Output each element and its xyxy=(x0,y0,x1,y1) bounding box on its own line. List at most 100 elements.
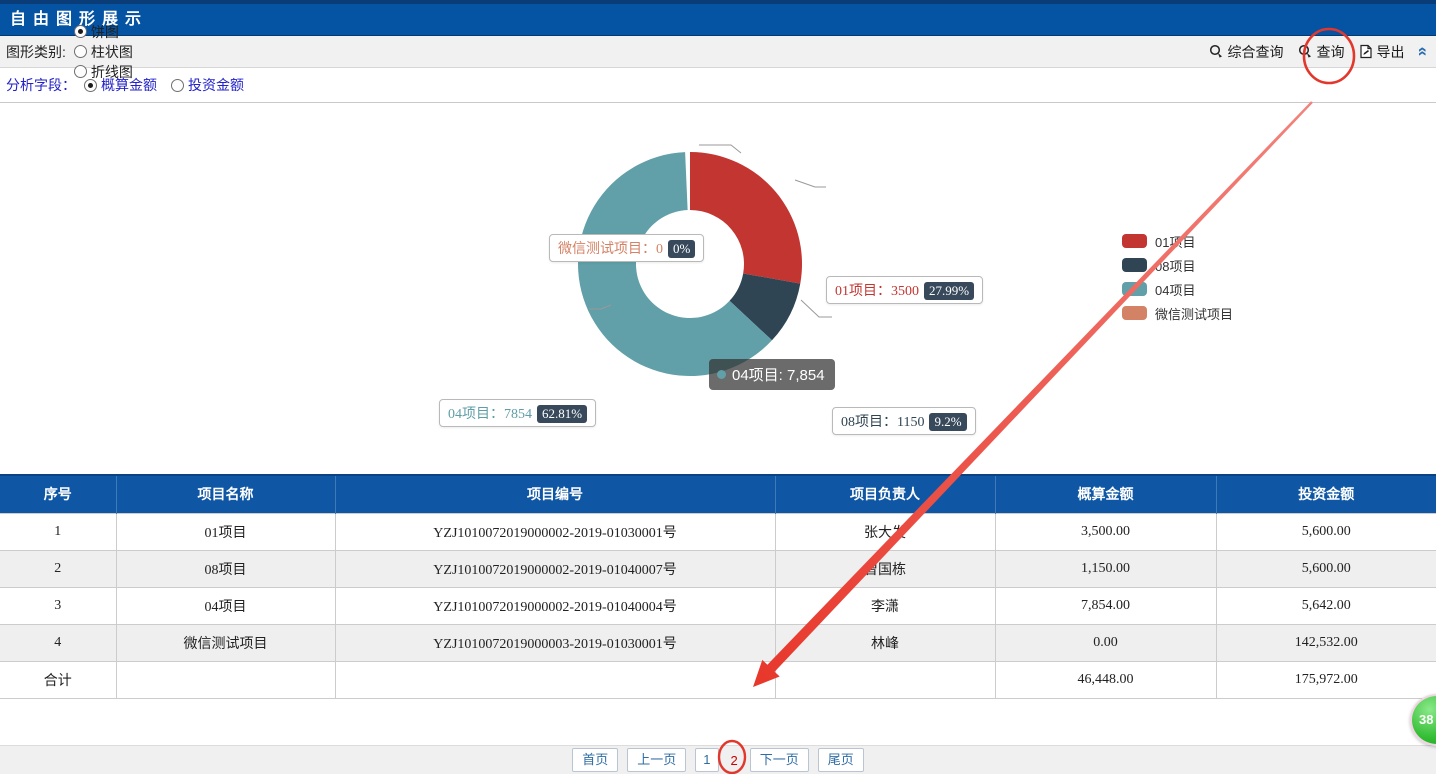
pie-label-wechat[interactable]: 微信测试项目：0 0% xyxy=(549,234,705,262)
project-table: 序号 项目名称 项目编号 项目负责人 概算金额 投资金额 1 01项目 YZJ10100720… xyxy=(0,474,1436,699)
pie-label-wechat-text: 微信测试项目：0 xyxy=(558,242,663,257)
table-column-header: 投资金额 xyxy=(1216,474,1436,513)
toolbar-analysis-field: 分析字段： 概算金额 投资金额 xyxy=(0,68,1436,103)
chart-type-radio-label: 饼图 xyxy=(90,23,119,40)
table-total-row: 合计 46,448.00 175,972.00 xyxy=(0,660,1436,699)
pagination-current-page[interactable]: 2 xyxy=(730,752,738,768)
table-cell: 5,600.00 xyxy=(1216,549,1436,588)
radio-icon[interactable] xyxy=(84,78,97,92)
pie-label-01[interactable]: 01项目：3500 27.99% xyxy=(826,276,984,304)
table-cell: 林峰 xyxy=(775,623,996,662)
chart-type-radio-2[interactable]: 折线图 xyxy=(73,62,133,82)
chart-type-label: 图形类别: xyxy=(6,43,66,60)
query-label: 查询 xyxy=(1316,43,1345,60)
pagination-page-1-button[interactable]: 1 xyxy=(695,748,719,772)
callout-line-wechat xyxy=(699,144,742,154)
field-radio-label: 投资金额 xyxy=(188,77,244,93)
pie-slice-01项目[interactable] xyxy=(690,152,803,284)
legend-mark xyxy=(1122,234,1147,248)
pie-label-08[interactable]: 08项目：1150 9.2% xyxy=(832,407,976,435)
pagination-first-button[interactable]: 首页 xyxy=(572,748,619,772)
legend-item-2[interactable]: 04项目 xyxy=(1122,277,1233,301)
table-cell: 1 xyxy=(0,512,117,551)
search-icon xyxy=(1209,44,1222,58)
field-radio-label: 概算金额 xyxy=(101,77,157,93)
composite-query-label: 综合查询 xyxy=(1227,43,1284,60)
table-header-row: 序号 项目名称 项目编号 项目负责人 概算金额 投资金额 xyxy=(0,474,1436,513)
pagination-bar: 首页 上一页 1 2 下一页 尾页 xyxy=(0,745,1436,774)
pie-label-wechat-percent: 0% xyxy=(668,240,696,258)
legend-label: 04项目 xyxy=(1155,282,1196,298)
table-cell: 5,642.00 xyxy=(1216,586,1436,625)
field-radio-1[interactable]: 投资金额 xyxy=(171,75,244,95)
table-column-header: 项目编号 xyxy=(335,474,776,513)
table-cell: 1,150.00 xyxy=(995,549,1217,588)
total-empty-3 xyxy=(775,660,996,699)
pagination-prev-button[interactable]: 上一页 xyxy=(627,748,687,772)
table-column-header: 项目名称 xyxy=(116,474,336,513)
export-label: 导出 xyxy=(1376,43,1405,60)
pie-label-04[interactable]: 04项目：7854 62.81% xyxy=(439,399,597,427)
radio-icon[interactable] xyxy=(171,78,184,92)
table-cell: 张大发 xyxy=(775,512,996,551)
search-icon xyxy=(1298,44,1311,58)
total-empty-2 xyxy=(335,660,776,699)
query-button[interactable]: 查询 xyxy=(1298,42,1345,62)
table-column-header: 序号 xyxy=(0,474,117,513)
table-cell: YZJ1010072019000002-2019-01040007号 xyxy=(335,549,776,588)
table-column-header: 项目负责人 xyxy=(775,474,996,513)
chart-type-radio-label: 折线图 xyxy=(90,63,133,80)
table-cell: 李潇 xyxy=(775,586,996,625)
pie-slice-04项目[interactable] xyxy=(577,152,772,377)
table-cell: 3 xyxy=(0,586,117,625)
radio-icon[interactable] xyxy=(73,65,87,78)
table-row[interactable]: 4 微信测试项目 YZJ1010072019000003-2019-01030001… xyxy=(0,623,1436,662)
chart-type-radio-label: 柱状图 xyxy=(90,43,133,60)
chart-type-radio-1[interactable]: 柱状图 xyxy=(73,42,133,62)
table-cell: 142,532.00 xyxy=(1216,623,1436,662)
table-cell: 3,500.00 xyxy=(995,512,1217,551)
legend-label: 01项目 xyxy=(1155,234,1196,250)
legend-item-1[interactable]: 08项目 xyxy=(1122,253,1233,277)
table-cell: YZJ1010072019000003-2019-01030001号 xyxy=(335,623,776,662)
pie-label-01-percent: 27.99% xyxy=(924,282,975,300)
pagination-next-button[interactable]: 下一页 xyxy=(749,748,809,772)
legend-mark xyxy=(1122,282,1147,296)
callout-line-01 xyxy=(794,179,826,188)
pie-label-04-percent: 62.81% xyxy=(537,405,588,423)
export-button[interactable]: 导出 xyxy=(1359,42,1405,62)
page-title: 自由图形展示 xyxy=(0,0,1436,36)
radio-icon[interactable] xyxy=(73,25,87,38)
table-row[interactable]: 2 08项目 YZJ1010072019000002-2019-01040007号曾… xyxy=(0,549,1436,588)
pie-label-01-text: 01项目：3500 xyxy=(835,284,919,299)
pie-label-08-text: 08项目：1150 xyxy=(841,415,925,430)
pie-chart-area: 微信测试项目：0 0% 01项目：3500 27.99% 08项目：1150 9.2%… xyxy=(0,103,1436,474)
total-label: 合计 xyxy=(0,660,117,699)
total-empty-1 xyxy=(116,660,336,699)
legend-item-3[interactable]: 微信测试项目 xyxy=(1122,301,1233,325)
radio-icon[interactable] xyxy=(73,45,87,58)
table-cell: 08项目 xyxy=(116,549,336,588)
legend-label: 微信测试项目 xyxy=(1155,306,1234,322)
tooltip-text: 04项目: 7,854 xyxy=(732,367,825,384)
table-cell: YZJ1010072019000002-2019-01030001号 xyxy=(335,512,776,551)
chart-type-radio-0[interactable]: 饼图 xyxy=(73,22,133,42)
export-icon xyxy=(1359,44,1372,59)
table-column-header: 概算金额 xyxy=(995,474,1217,513)
composite-query-button[interactable]: 综合查询 xyxy=(1209,42,1284,62)
total-invest: 175,972.00 xyxy=(1216,660,1436,699)
legend-mark xyxy=(1122,258,1147,272)
legend-item-0[interactable]: 01项目 xyxy=(1122,229,1233,253)
table-row[interactable]: 1 01项目 YZJ1010072019000002-2019-01030001号张… xyxy=(0,512,1436,551)
field-radio-0[interactable]: 概算金额 xyxy=(84,75,157,95)
table-cell: 5,600.00 xyxy=(1216,512,1436,551)
floating-badge[interactable]: 38 xyxy=(1410,694,1436,746)
chevron-up-icon[interactable]: « xyxy=(1413,46,1433,57)
chart-legend: 01项目 08项目 04项目微信测试项目 xyxy=(1122,229,1233,325)
table-cell: 曾国栋 xyxy=(775,549,996,588)
total-budget: 46,448.00 xyxy=(995,660,1217,699)
legend-mark xyxy=(1122,306,1147,320)
pagination-last-button[interactable]: 尾页 xyxy=(817,748,864,772)
table-row[interactable]: 3 04项目 YZJ1010072019000002-2019-01040004号李… xyxy=(0,586,1436,625)
table-cell: 2 xyxy=(0,549,117,588)
